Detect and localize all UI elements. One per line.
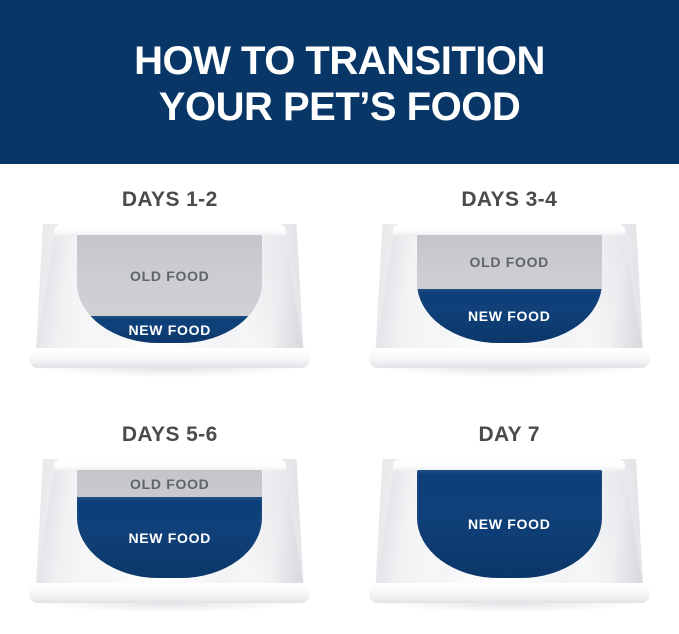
new-food-label-3: NEW FOOD [128,529,212,546]
bowl-base-4 [368,583,650,603]
food-well-3: OLD FOOD NEW FOOD [77,470,263,578]
bowl-base-1 [29,348,311,368]
stage-card-4: DAY 7 NEW FOOD [340,399,679,634]
bowl-shadow-3 [41,603,299,612]
header-title-line-2: YOUR PET’S FOOD [158,85,521,129]
food-bowl-1: OLD FOOD NEW FOOD [29,224,311,377]
stage-card-2: DAYS 3-4 OLD FOOD NEW FOOD [340,164,679,399]
header-title-line-1: HOW TO TRANSITION [134,39,545,83]
new-food-fill-4 [416,470,602,578]
new-food-fill-2 [416,289,602,343]
bowl-base-2 [368,348,650,368]
new-food-fill-1 [77,316,263,343]
old-food-label-1: OLD FOOD [129,267,210,284]
food-bowl-3: OLD FOOD NEW FOOD [29,459,311,612]
new-food-label-1: NEW FOOD [128,321,212,338]
transition-stage-grid: DAYS 1-2 OLD FOOD NEW FOOD DAYS 3-4 [0,164,679,634]
stage-title-2: DAYS 3-4 [461,188,558,211]
bowl-base-3 [29,583,311,603]
food-well-2: OLD FOOD NEW FOOD [416,235,602,343]
bowl-shadow-2 [380,368,638,377]
new-food-fill-3 [77,497,263,578]
food-bowl-2: OLD FOOD NEW FOOD [368,224,650,377]
new-food-label-2: NEW FOOD [467,308,551,324]
bowl-rim-4 [393,459,626,471]
bowl-rim-3 [53,459,286,471]
food-well-4: NEW FOOD [416,470,602,578]
stage-title-3: DAYS 5-6 [121,423,218,446]
bowl-shadow-1 [41,368,299,377]
stage-title-1: DAYS 1-2 [121,188,218,211]
stage-title-4: DAY 7 [478,423,541,446]
old-food-label-3: OLD FOOD [129,475,210,492]
bowl-rim-2 [393,224,626,236]
food-bowl-4: NEW FOOD [368,459,650,612]
old-food-label-2: OLD FOOD [469,254,549,270]
food-well-1: OLD FOOD NEW FOOD [77,235,263,343]
new-food-label-4: NEW FOOD [467,516,551,532]
header-banner: HOW TO TRANSITION YOUR PET’S FOOD [0,0,679,164]
stage-card-1: DAYS 1-2 OLD FOOD NEW FOOD [0,164,340,399]
stage-card-3: DAYS 5-6 OLD FOOD NEW FOOD [0,399,340,634]
bowl-rim-1 [53,224,286,236]
bowl-shadow-4 [380,603,638,612]
